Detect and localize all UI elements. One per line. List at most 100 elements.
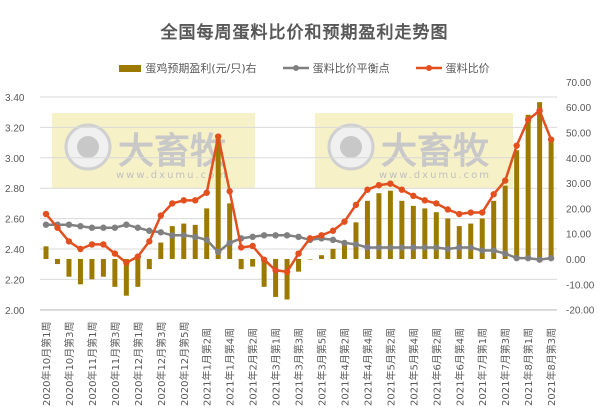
y-tick-right: -20.00: [566, 306, 595, 317]
data-point-marker: [249, 233, 256, 241]
data-point-marker: [42, 210, 50, 218]
profit-bar: [227, 203, 233, 259]
data-point-marker: [203, 236, 210, 244]
y-tick-left: 2.20: [5, 275, 25, 286]
data-point-marker: [524, 116, 532, 124]
data-point-marker: [398, 244, 406, 251]
profit-bar: [54, 259, 60, 265]
data-point-marker: [192, 197, 199, 204]
profit-bar: [307, 259, 313, 260]
profit-bar: [77, 259, 83, 285]
data-point-marker: [547, 254, 555, 262]
data-point-marker: [123, 221, 130, 228]
x-tick-label: 2021年7月第3周: [499, 328, 512, 406]
x-tick-label: 2021年3月第5周: [316, 328, 329, 406]
y-tick-right: -10.00: [566, 280, 595, 291]
y-tick-left: 3.40: [5, 93, 25, 104]
data-point-marker: [375, 244, 383, 251]
x-tick-label: 2021年1月第2周: [201, 328, 214, 406]
x-tick-label: 2020年11月第1周: [86, 321, 99, 406]
y-tick-left: 2.00: [5, 306, 25, 317]
data-point-marker: [203, 189, 210, 196]
y-tick-left: 2.40: [5, 245, 25, 256]
data-point-marker: [157, 212, 164, 219]
data-point-marker: [88, 224, 96, 231]
data-point-marker: [547, 136, 555, 143]
data-point-marker: [54, 224, 61, 231]
profit-bar: [445, 218, 451, 259]
data-point-marker: [77, 245, 84, 253]
profit-bar: [364, 200, 370, 259]
profit-bar: [537, 102, 543, 259]
profit-bar: [399, 200, 405, 259]
data-point-marker: [387, 180, 394, 187]
watermark-text: 大畜牧: [381, 131, 490, 172]
data-point-marker: [456, 210, 463, 218]
data-point-marker: [295, 233, 302, 241]
legend-label: 蛋料比价平衡点: [312, 62, 390, 75]
data-point-marker: [111, 224, 119, 231]
data-point-marker: [272, 267, 279, 274]
data-point-marker: [318, 232, 325, 239]
profit-bar: [491, 200, 497, 259]
profit-bar: [330, 248, 336, 259]
data-point-marker: [513, 142, 520, 149]
data-point-marker: [65, 221, 73, 228]
data-point-marker: [192, 233, 199, 241]
profit-bar: [353, 222, 359, 259]
profit-bar: [410, 205, 416, 259]
profit-bar: [250, 259, 256, 267]
data-point-marker: [65, 238, 73, 245]
data-point-marker: [352, 201, 360, 209]
profit-bar: [135, 259, 141, 287]
data-point-marker: [433, 244, 440, 251]
data-point-marker: [479, 247, 486, 254]
data-point-marker: [364, 186, 371, 193]
data-point-marker: [100, 224, 107, 231]
watermark-url: www.dxumu.com: [379, 170, 491, 181]
data-point-marker: [456, 244, 463, 251]
data-point-marker: [134, 224, 142, 231]
data-point-marker: [352, 241, 360, 248]
legend: 蛋鸡预期盈利(元/只)右 蛋料比价平衡点 蛋料比价: [0, 60, 609, 76]
x-tick-label: 2021年7月第1周: [476, 328, 489, 406]
data-point-marker: [111, 250, 119, 257]
data-point-marker: [490, 247, 497, 254]
x-tick-label: 2020年12月第1周: [132, 321, 145, 406]
profit-bar: [181, 223, 187, 259]
profit-bar: [319, 255, 325, 259]
data-point-marker: [341, 239, 348, 247]
profit-bar: [89, 259, 95, 280]
watermark-url: www.dxumu.com: [116, 170, 228, 181]
profit-bar: [525, 114, 531, 259]
data-point-marker: [214, 248, 222, 256]
data-point-marker: [146, 238, 153, 245]
profit-bar: [146, 259, 152, 270]
data-point-marker: [444, 245, 451, 253]
legend-item-profit: 蛋鸡预期盈利(元/只)右: [119, 60, 257, 76]
x-tick-label: 2021年6月第2周: [430, 328, 443, 406]
data-point-marker: [146, 227, 153, 234]
data-point-marker: [272, 232, 279, 239]
profit-bar: [66, 259, 72, 277]
profit-bar: [502, 185, 508, 259]
profit-bar: [456, 226, 462, 259]
data-point-marker: [134, 253, 142, 260]
data-point-marker: [260, 232, 268, 239]
data-point-marker: [249, 242, 256, 250]
data-point-marker: [123, 259, 130, 266]
data-point-marker: [180, 197, 187, 204]
y-tick-right: 20.00: [566, 204, 591, 215]
profit-bar: [376, 193, 382, 259]
x-tick-label: 2020年11月第3周: [109, 321, 122, 406]
data-point-marker: [387, 244, 394, 251]
data-point-marker: [341, 218, 348, 225]
y-tick-right: 0.00: [566, 255, 586, 266]
x-tick-label: 2021年4月第2周: [338, 328, 351, 406]
profit-bar: [468, 223, 474, 259]
y-tick-right: 70.00: [566, 78, 591, 89]
data-point-marker: [329, 227, 337, 234]
x-tick-label: 2021年6月第4周: [453, 328, 466, 406]
y-tick-right: 60.00: [566, 103, 591, 114]
data-point-marker: [214, 133, 222, 140]
